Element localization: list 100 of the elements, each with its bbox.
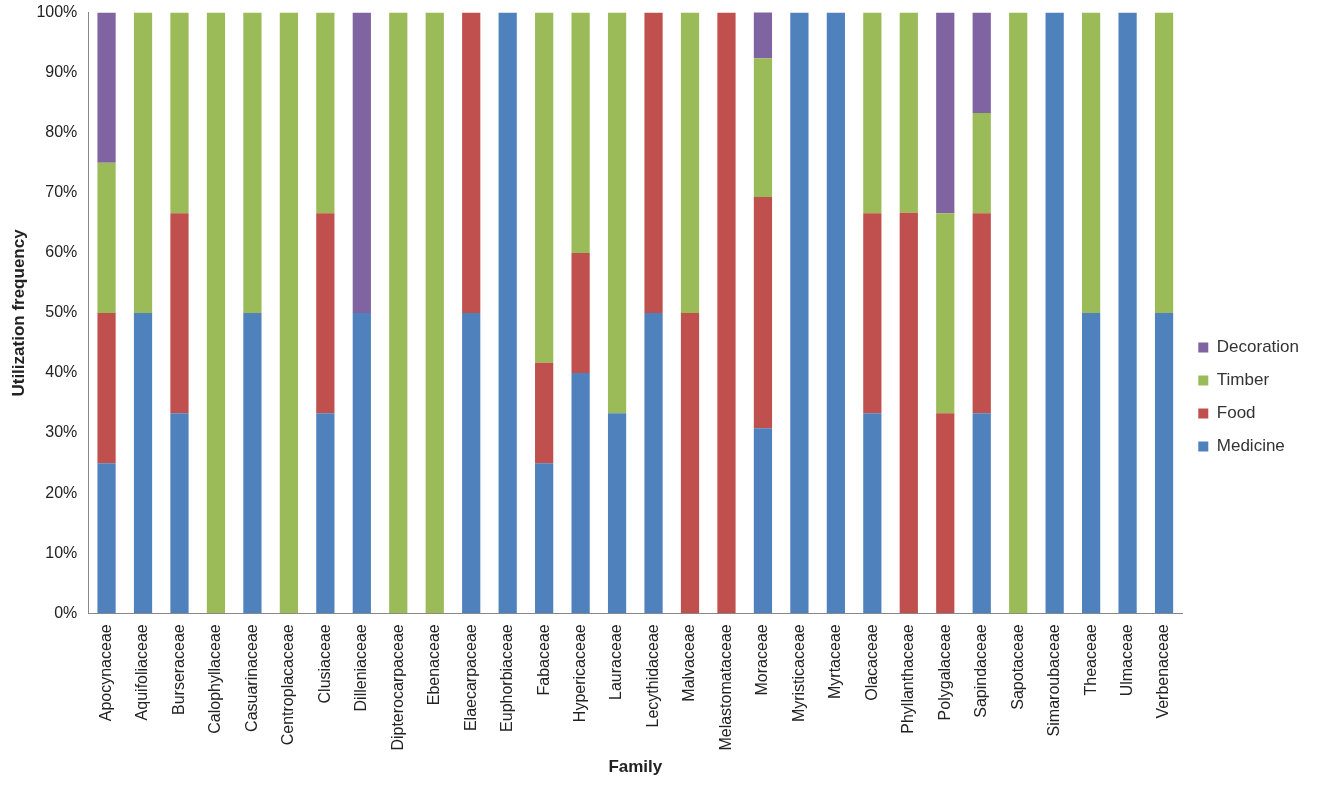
y-axis-title: Utilization frequency (8, 228, 28, 397)
x-tick-label: Euphorbiaceae (498, 624, 516, 732)
bar (352, 12, 371, 313)
bar (425, 12, 444, 614)
x-tick-label: Aquifoliaceae (133, 624, 151, 721)
y-tick-label: 0% (54, 603, 78, 621)
x-tick-label: Phyllanthaceae (899, 624, 917, 734)
x-tick-label: Burseraceae (169, 624, 187, 716)
x-tick-label: Myristicaceae (789, 624, 807, 723)
x-tick-label: Malvaceae (680, 624, 698, 702)
x-tick-label: Calophyllaceae (206, 624, 224, 734)
bar (498, 12, 517, 614)
bar (972, 112, 991, 214)
x-axis-title: Family (608, 757, 663, 777)
x-tick-label: Polygalaceae (935, 624, 953, 721)
y-tick-label: 60% (45, 243, 78, 261)
x-tick-label: Myrtaceae (826, 624, 844, 700)
bar (753, 58, 773, 198)
x-tick-label: Verbenaceae (1154, 624, 1172, 719)
bar (571, 252, 590, 374)
y-tick-label: 40% (45, 363, 78, 381)
x-tick-label: Melastomataceae (716, 624, 734, 751)
y-tick-label: 50% (45, 303, 78, 321)
bar (535, 362, 554, 464)
x-tick-label: Sapotaceae (1008, 624, 1026, 710)
bar (607, 12, 627, 414)
bar (243, 312, 262, 614)
bar (535, 12, 554, 363)
x-tick-label: Clusiaceae (315, 624, 333, 704)
bar (1118, 12, 1137, 614)
y-tick-label: 30% (45, 423, 78, 441)
bar (170, 213, 189, 414)
bar (316, 413, 335, 614)
bar (1154, 12, 1174, 313)
bar (1045, 12, 1064, 614)
x-tick-label: Centroplacaceae (279, 624, 297, 746)
bar (972, 413, 991, 614)
y-tick-label: 80% (45, 123, 78, 141)
x-tick-label: Ulmaceae (1118, 624, 1135, 697)
x-tick-label: Dipterocarpaceae (388, 624, 406, 751)
bar (863, 213, 882, 414)
bar (535, 463, 554, 614)
bar (462, 312, 481, 614)
bar (97, 312, 116, 464)
bar (936, 213, 955, 414)
bar (133, 12, 153, 313)
bar (97, 12, 116, 163)
bar (899, 212, 918, 614)
bar (826, 12, 845, 614)
bar (389, 12, 408, 614)
y-tick-label: 70% (45, 183, 78, 201)
bar (936, 413, 955, 614)
legend-label: Medicine (1216, 436, 1285, 456)
y-tick-label: 90% (45, 63, 78, 81)
x-tick-label: Olacaceae (862, 624, 880, 701)
x-tick-label: Lecythidaceae (643, 624, 661, 728)
x-tick-label: Dilleniaceae (352, 624, 370, 712)
x-tick-label: Apocynaceae (96, 624, 114, 722)
bar (972, 213, 991, 414)
legend-label: Food (1216, 403, 1256, 423)
x-tick-label: Ebenaceae (425, 624, 443, 706)
x-tick-label: Lauraceae (607, 624, 625, 700)
bar (279, 12, 298, 614)
x-tick-label: Sapindaceae (972, 624, 990, 718)
x-tick-label: Simaroubaceae (1045, 624, 1063, 737)
bar (680, 312, 700, 614)
y-tick-label: 10% (45, 543, 78, 561)
bar (680, 12, 700, 313)
bar (936, 12, 955, 214)
x-tick-label: Moraceae (753, 624, 771, 696)
x-tick-label: Casuarinaceae (242, 624, 260, 732)
bar (206, 12, 226, 614)
legend-label: Timber (1216, 370, 1270, 390)
x-tick-label: Elaecarpaceae (461, 624, 479, 732)
bar (316, 12, 335, 214)
bar (97, 463, 116, 614)
bar (899, 12, 918, 213)
bar (170, 12, 189, 214)
bar (462, 12, 481, 313)
bar (644, 12, 663, 313)
bar (790, 12, 809, 614)
bar (571, 12, 590, 253)
legend-label: Decoration (1216, 337, 1300, 357)
bar (170, 413, 189, 614)
bar (352, 312, 371, 614)
x-tick-label: Theaceae (1081, 624, 1099, 696)
bar (97, 162, 116, 313)
bar (753, 197, 773, 429)
bar (133, 312, 153, 614)
y-tick-label: 20% (45, 483, 78, 501)
x-tick-label: Hypericaceae (571, 624, 589, 723)
y-tick-label: 100% (36, 3, 78, 21)
bar (571, 373, 590, 614)
bar (863, 413, 882, 614)
bar (243, 12, 262, 313)
bar (753, 12, 773, 59)
bar (1082, 12, 1101, 313)
bar (316, 213, 335, 414)
bar (1154, 312, 1174, 614)
bar (1009, 12, 1028, 614)
